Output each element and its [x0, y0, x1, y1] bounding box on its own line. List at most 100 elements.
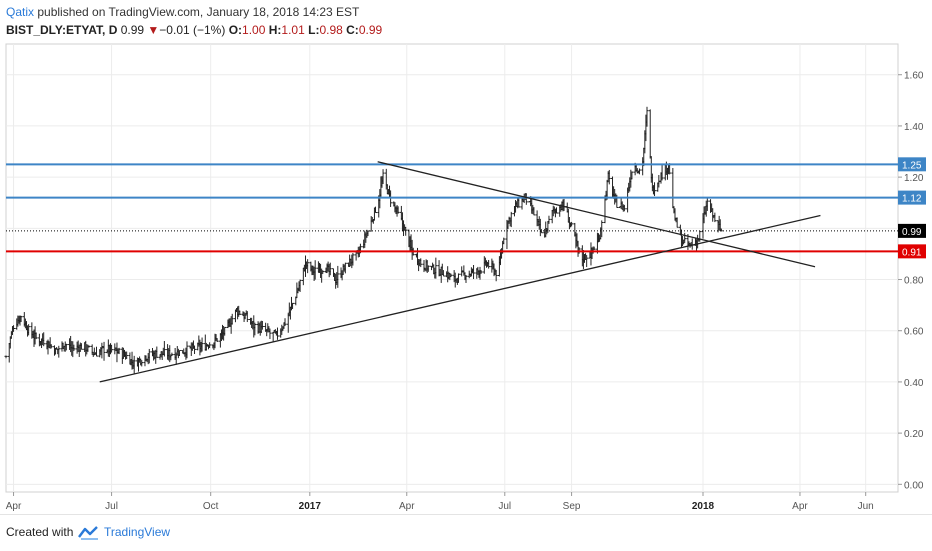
- current-price-tag: [898, 223, 926, 238]
- ohlc-bar: [275, 327, 279, 340]
- x-tick-label: Apr: [399, 501, 415, 512]
- published-text: published on TradingView.com, January 18…: [34, 5, 360, 19]
- level-price-tag: [898, 190, 926, 205]
- y-tick-label: 0.40: [904, 378, 924, 389]
- ohlc-bar: [117, 347, 121, 355]
- ohlc-bar: [215, 338, 219, 343]
- ohlc-bar: [298, 279, 302, 292]
- ohlc-bar: [351, 253, 355, 266]
- ohlc-bar: [268, 328, 272, 340]
- ohlc-bar: [494, 269, 498, 282]
- ohlc-bar: [539, 229, 543, 234]
- ohlc-bar: [200, 337, 204, 352]
- ohlc-bar: [434, 257, 438, 279]
- ohlc-bar: [162, 341, 166, 357]
- level-price-tag: [898, 244, 926, 259]
- x-tick-label: Jun: [858, 501, 874, 512]
- ohlc-bar: [426, 265, 430, 272]
- ohlc-bar: [102, 341, 106, 361]
- ohlc-bar: [87, 345, 91, 348]
- ohlc-bar: [328, 262, 332, 276]
- tradingview-brand-link[interactable]: TradingView: [104, 525, 171, 539]
- x-tick-label: Apr: [6, 501, 22, 512]
- ohlc-bar: [719, 228, 723, 232]
- ohlc-bar: [660, 164, 664, 181]
- ohlc-bar: [456, 273, 460, 283]
- ohlc-bar: [4, 355, 8, 359]
- ohlc-bar: [336, 265, 340, 288]
- ohlc-bar: [524, 193, 528, 205]
- high-label: H:: [268, 23, 282, 37]
- ohlc-bar: [291, 302, 295, 309]
- y-tick-label: 0.20: [904, 429, 924, 440]
- ohlc-bar: [607, 169, 611, 185]
- ohlc-bar: [170, 352, 174, 357]
- low-label: L:: [308, 23, 320, 37]
- x-tick-label: Oct: [203, 501, 219, 512]
- ohlc-bar: [592, 246, 596, 250]
- y-tick-label: 1.20: [904, 173, 924, 184]
- ohlc-bar: [283, 318, 287, 327]
- last-price: 0.99: [120, 23, 145, 37]
- level-price-label: 1.25: [902, 160, 922, 171]
- trend-line: [377, 161, 816, 268]
- ohlc-bar: [238, 310, 242, 316]
- close-label: C:: [346, 23, 359, 37]
- ohlc-bar: [600, 220, 604, 238]
- footer: Created with TradingView: [0, 514, 932, 551]
- tradingview-logo-icon: [78, 526, 98, 540]
- ohlc-bar: [532, 207, 536, 216]
- level-price-tag: [898, 157, 926, 172]
- ohlc-bar: [472, 265, 476, 280]
- ohlc-bar: [245, 311, 249, 323]
- ohlc-bar: [487, 259, 491, 269]
- ohlc-bar: [653, 182, 657, 197]
- level-price-label: 0.91: [902, 247, 922, 258]
- ohlc-bar: [185, 341, 189, 359]
- ohlc-bar: [419, 258, 423, 268]
- ohlc-bar: [404, 226, 408, 236]
- low-value: 0.98: [319, 23, 343, 37]
- x-tick-label: 2018: [692, 501, 715, 512]
- ohlc-bar: [253, 322, 257, 336]
- ohlc-bar: [502, 237, 506, 245]
- current-price-label: 0.99: [902, 227, 922, 238]
- ohlc-bar: [464, 274, 468, 283]
- ohlc-bar: [140, 360, 144, 367]
- y-tick-label: 0.00: [904, 480, 924, 491]
- ohlc-bar: [147, 348, 151, 364]
- ohlc-bar: [313, 260, 317, 280]
- ohlc-bar: [27, 324, 31, 336]
- ohlc-bar: [622, 204, 626, 212]
- ohlc-bar: [585, 255, 589, 268]
- ohlc-bar: [389, 190, 393, 207]
- price-chart[interactable]: 0.00 0.20 0.40 0.60 0.80 1.00 1.20 1.40 1.60 Apr J…: [0, 0, 932, 514]
- close-value: 0.99: [358, 23, 383, 37]
- ohlc-bar: [705, 197, 709, 211]
- down-arrow-icon: ▼: [147, 23, 160, 37]
- symbol-legend: BIST_DLY:ETYAT, D 0.99 ▼−0.01 (−1%) O:1.…: [6, 22, 382, 38]
- ohlc-bar: [645, 106, 649, 127]
- open-label: O:: [228, 23, 243, 37]
- ohlc-bar: [343, 262, 347, 274]
- ohlc-bar: [570, 221, 574, 227]
- ohlc-bar: [449, 273, 453, 278]
- ohlc-bar: [374, 206, 378, 214]
- x-tick-label: 2017: [299, 501, 322, 512]
- ohlc-bar: [637, 168, 641, 175]
- symbol-name: BIST_DLY:ETYAT, D: [6, 23, 118, 37]
- ohlc-bar: [132, 355, 136, 374]
- ohlc-bar: [155, 346, 159, 358]
- y-tick-label: 1.40: [904, 122, 924, 133]
- x-tick-label: Apr: [792, 501, 808, 512]
- x-tick-label: Sep: [563, 501, 581, 512]
- ohlc-bar: [177, 350, 181, 356]
- y-tick-label: 0.60: [904, 327, 924, 338]
- author-link[interactable]: Qatix: [6, 5, 35, 19]
- y-tick-label: 0.80: [904, 276, 924, 287]
- ohlc-bar: [306, 259, 310, 274]
- x-tick-label: Jul: [498, 501, 511, 512]
- trend-line: [99, 214, 821, 383]
- ohlc-bar: [49, 344, 53, 349]
- ohlc-bar: [675, 217, 679, 228]
